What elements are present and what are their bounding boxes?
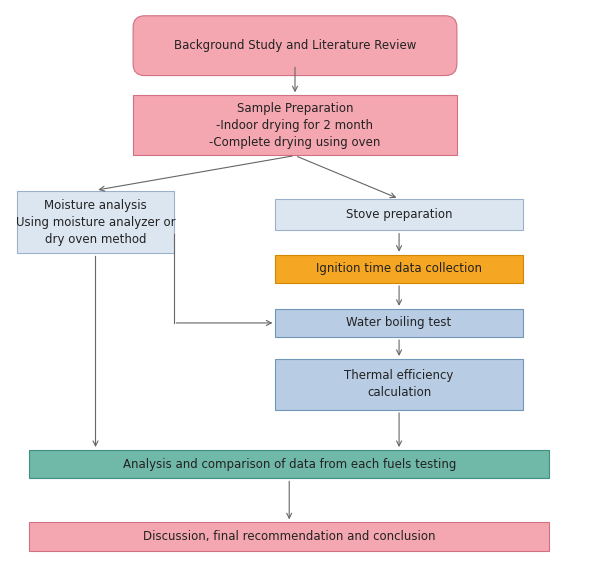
FancyBboxPatch shape: [275, 359, 523, 410]
FancyBboxPatch shape: [133, 16, 457, 76]
FancyBboxPatch shape: [18, 191, 173, 253]
Text: Water boiling test: Water boiling test: [346, 317, 452, 329]
Text: Analysis and comparison of data from each fuels testing: Analysis and comparison of data from eac…: [123, 458, 456, 471]
Text: Thermal efficiency
calculation: Thermal efficiency calculation: [345, 370, 454, 400]
Text: Sample Preparation
-Indoor drying for 2 month
-Complete drying using oven: Sample Preparation -Indoor drying for 2 …: [209, 102, 381, 149]
FancyBboxPatch shape: [275, 199, 523, 231]
FancyBboxPatch shape: [133, 95, 457, 155]
Text: Ignition time data collection: Ignition time data collection: [316, 263, 482, 275]
FancyBboxPatch shape: [29, 450, 549, 478]
Text: Stove preparation: Stove preparation: [346, 208, 453, 221]
Text: Background Study and Literature Review: Background Study and Literature Review: [174, 39, 416, 52]
FancyBboxPatch shape: [275, 254, 523, 283]
Text: Moisture analysis
Using moisture analyzer or
dry oven method: Moisture analysis Using moisture analyze…: [16, 199, 175, 246]
FancyBboxPatch shape: [29, 522, 549, 551]
FancyBboxPatch shape: [275, 309, 523, 337]
Text: Discussion, final recommendation and conclusion: Discussion, final recommendation and con…: [143, 530, 435, 543]
